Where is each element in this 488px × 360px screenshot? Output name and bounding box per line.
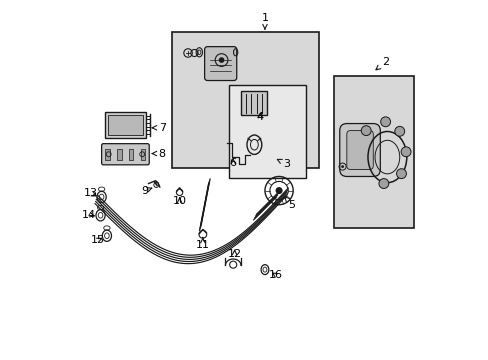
Circle shape xyxy=(378,179,388,189)
Text: 14: 14 xyxy=(82,210,96,220)
Text: 2: 2 xyxy=(375,57,388,70)
Text: 4: 4 xyxy=(256,112,264,122)
Circle shape xyxy=(380,117,390,127)
Circle shape xyxy=(341,165,343,168)
Circle shape xyxy=(275,187,282,194)
Bar xyxy=(108,115,142,135)
Text: 3: 3 xyxy=(277,159,290,169)
Text: 12: 12 xyxy=(227,249,241,259)
Text: 11: 11 xyxy=(196,238,209,250)
Bar xyxy=(105,112,145,138)
Text: 15: 15 xyxy=(91,235,105,245)
Text: 9: 9 xyxy=(141,186,151,195)
Bar xyxy=(105,149,109,159)
Circle shape xyxy=(400,147,410,157)
Text: 1: 1 xyxy=(261,13,268,29)
Text: 10: 10 xyxy=(172,196,186,206)
Circle shape xyxy=(394,126,404,136)
Bar xyxy=(172,32,318,168)
FancyBboxPatch shape xyxy=(346,131,372,170)
Text: 5: 5 xyxy=(285,197,295,210)
Text: 8: 8 xyxy=(152,149,165,158)
Bar xyxy=(129,149,133,159)
FancyBboxPatch shape xyxy=(339,123,380,176)
Bar xyxy=(141,149,145,159)
Text: 13: 13 xyxy=(84,188,98,198)
Circle shape xyxy=(396,169,406,179)
Bar xyxy=(228,85,305,178)
Text: 16: 16 xyxy=(269,270,283,280)
Circle shape xyxy=(361,126,370,136)
Bar xyxy=(334,76,413,228)
Text: 6: 6 xyxy=(229,158,236,168)
Circle shape xyxy=(218,57,224,63)
FancyBboxPatch shape xyxy=(102,144,149,165)
FancyBboxPatch shape xyxy=(204,47,236,81)
Text: 7: 7 xyxy=(152,123,165,133)
Bar xyxy=(117,149,122,159)
FancyBboxPatch shape xyxy=(241,91,266,115)
